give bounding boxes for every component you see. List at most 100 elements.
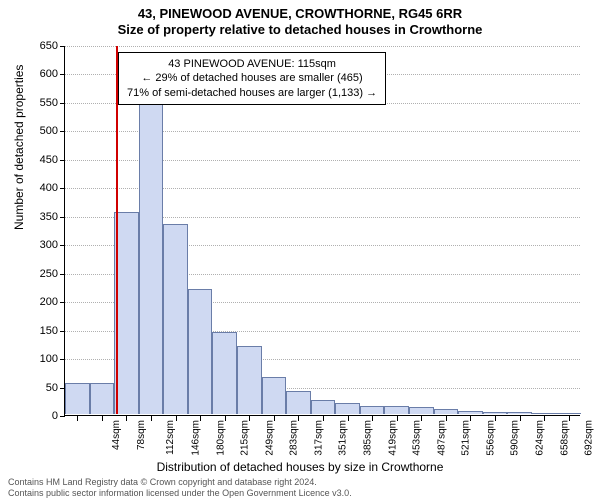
ytick-label: 350 xyxy=(18,211,58,223)
xtick-mark xyxy=(176,416,177,421)
xtick-label: 249sqm xyxy=(264,420,275,456)
ytick-mark xyxy=(60,274,65,275)
xtick-mark xyxy=(151,416,152,421)
ytick-label: 250 xyxy=(18,268,58,280)
xtick-label: 180sqm xyxy=(215,420,226,456)
xtick-label: 44sqm xyxy=(111,420,122,450)
xtick-mark xyxy=(372,416,373,421)
xtick-label: 658sqm xyxy=(559,420,570,456)
xtick-mark xyxy=(569,416,570,421)
ytick-mark xyxy=(60,416,65,417)
ytick-label: 100 xyxy=(18,353,58,365)
xtick-label: 692sqm xyxy=(584,420,595,456)
ytick-mark xyxy=(60,131,65,132)
xtick-mark xyxy=(348,416,349,421)
footer-line-2: Contains public sector information licen… xyxy=(8,488,352,498)
xtick-label: 419sqm xyxy=(387,420,398,456)
ytick-mark xyxy=(60,103,65,104)
xtick-label: 112sqm xyxy=(165,420,176,455)
histogram-bar xyxy=(212,332,237,414)
ytick-label: 650 xyxy=(18,40,58,52)
histogram-bar xyxy=(90,383,115,414)
histogram-bar xyxy=(286,391,311,414)
ytick-mark xyxy=(60,74,65,75)
ytick-mark xyxy=(60,217,65,218)
ytick-mark xyxy=(60,331,65,332)
xtick-mark xyxy=(470,416,471,421)
ytick-label: 450 xyxy=(18,154,58,166)
histogram-bar xyxy=(434,409,459,414)
histogram-bar xyxy=(311,400,336,414)
xtick-mark xyxy=(520,416,521,421)
xtick-label: 78sqm xyxy=(136,420,147,450)
xtick-mark xyxy=(200,416,201,421)
histogram-bar xyxy=(458,411,483,414)
ytick-label: 400 xyxy=(18,182,58,194)
footer: Contains HM Land Registry data © Crown c… xyxy=(8,477,352,498)
info-box-line: 43 PINEWOOD AVENUE: 115sqm xyxy=(127,57,377,71)
histogram-bar xyxy=(384,406,409,415)
xtick-label: 283sqm xyxy=(289,420,300,456)
xtick-label: 487sqm xyxy=(436,420,447,456)
title-line-1: 43, PINEWOOD AVENUE, CROWTHORNE, RG45 6R… xyxy=(0,6,600,22)
footer-line-1: Contains HM Land Registry data © Crown c… xyxy=(8,477,352,487)
histogram-bar xyxy=(360,406,385,415)
ytick-mark xyxy=(60,245,65,246)
ytick-label: 600 xyxy=(18,68,58,80)
ytick-label: 0 xyxy=(18,410,58,422)
ytick-label: 200 xyxy=(18,296,58,308)
y-axis-title: Number of detached properties xyxy=(12,65,26,230)
ytick-mark xyxy=(60,359,65,360)
histogram-bar xyxy=(556,413,581,414)
histogram-bar xyxy=(262,377,287,414)
histogram-bar xyxy=(188,289,213,414)
info-box-line: ← 29% of detached houses are smaller (46… xyxy=(127,71,377,85)
xtick-mark xyxy=(446,416,447,421)
xtick-label: 556sqm xyxy=(485,420,496,456)
histogram-bar xyxy=(507,412,532,414)
chart-container: 43, PINEWOOD AVENUE, CROWTHORNE, RG45 6R… xyxy=(0,0,600,500)
xtick-label: 385sqm xyxy=(363,420,374,456)
xtick-label: 624sqm xyxy=(535,420,546,456)
title-block: 43, PINEWOOD AVENUE, CROWTHORNE, RG45 6R… xyxy=(0,0,600,39)
title-line-2: Size of property relative to detached ho… xyxy=(0,22,600,38)
histogram-bar xyxy=(139,99,164,414)
histogram-bar xyxy=(163,224,188,414)
xtick-label: 351sqm xyxy=(338,420,349,456)
ytick-mark xyxy=(60,160,65,161)
xtick-mark xyxy=(298,416,299,421)
ytick-label: 150 xyxy=(18,325,58,337)
xtick-label: 521sqm xyxy=(461,420,472,456)
xtick-mark xyxy=(323,416,324,421)
gridline xyxy=(65,46,580,47)
xtick-label: 590sqm xyxy=(510,420,521,456)
ytick-mark xyxy=(60,302,65,303)
chart-area: 44sqm78sqm112sqm146sqm180sqm215sqm249sqm… xyxy=(64,46,580,416)
xtick-mark xyxy=(77,416,78,421)
xtick-label: 215sqm xyxy=(240,420,251,456)
x-axis-title: Distribution of detached houses by size … xyxy=(0,460,600,474)
info-box: 43 PINEWOOD AVENUE: 115sqm← 29% of detac… xyxy=(118,52,386,105)
histogram-bar xyxy=(65,383,90,414)
xtick-mark xyxy=(397,416,398,421)
xtick-label: 453sqm xyxy=(412,420,423,456)
xtick-label: 146sqm xyxy=(191,420,202,456)
histogram-bar xyxy=(532,413,557,414)
ytick-label: 300 xyxy=(18,239,58,251)
xtick-mark xyxy=(249,416,250,421)
xtick-mark xyxy=(225,416,226,421)
xtick-mark xyxy=(421,416,422,421)
histogram-bar xyxy=(237,346,262,414)
ytick-label: 50 xyxy=(18,382,58,394)
xtick-mark xyxy=(495,416,496,421)
xtick-mark xyxy=(274,416,275,421)
info-box-line: 71% of semi-detached houses are larger (… xyxy=(127,86,377,100)
ytick-mark xyxy=(60,188,65,189)
ytick-label: 550 xyxy=(18,97,58,109)
histogram-bar xyxy=(409,407,434,414)
xtick-mark xyxy=(544,416,545,421)
xtick-mark xyxy=(126,416,127,421)
histogram-bar xyxy=(483,412,508,414)
histogram-bar xyxy=(335,403,360,414)
ytick-label: 500 xyxy=(18,125,58,137)
